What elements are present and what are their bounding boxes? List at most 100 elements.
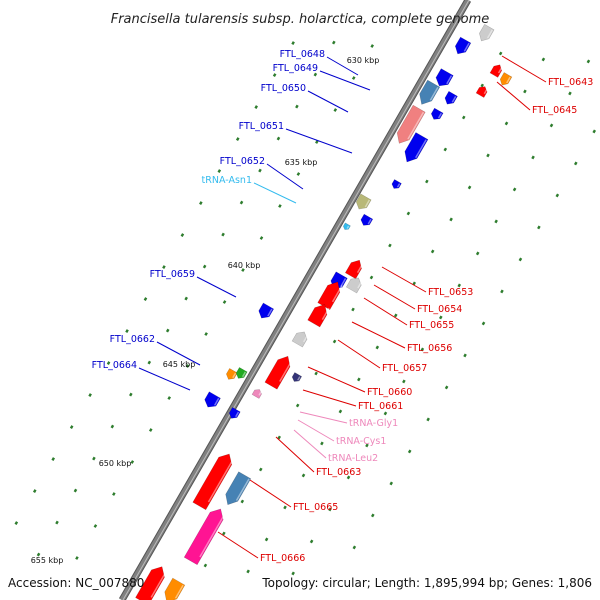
grid-dot [328,507,332,512]
feature-ftl_0650-shape [396,104,426,144]
grid-dot [203,563,208,568]
grid-dot [258,168,262,173]
feature-ftl_0644-shape [499,72,513,86]
feature-ftl_0652-shape [355,193,372,210]
grid-dot [143,297,148,301]
grid-dot [592,129,597,134]
grid-dot [518,257,523,262]
accession-text: Accession: NC_007880 [8,576,144,590]
leader-plus-6 [196,276,237,298]
leader-minus-11 [293,429,327,459]
feature-small-b-shape [391,179,402,189]
grid-dot [494,219,498,224]
feature-ftl_0662a-shape [226,368,238,380]
feature-ftl_0649-sheen [429,86,439,101]
feature-ftl_0655-sheen [331,285,343,303]
grid-dot [291,41,295,45]
grid-dot [272,73,277,77]
grid-dot [199,201,203,205]
feature-ftl_0643 [489,64,503,78]
grid-dot [481,321,486,326]
feature-ftl_0646 [479,23,495,42]
feature-ftl_0655b-shape [307,304,328,328]
feature-ftl_0662b-shape [235,367,248,379]
leader-plus-3 [285,128,353,154]
feature-ftl_0647-sheen [463,42,470,52]
feature-ftl_0655b-sheen [321,307,330,320]
feature-trna-asn1-sheen [346,225,350,229]
label-plus-1: FTL_0649 [273,63,318,74]
grid-dot [531,155,535,160]
grid-dot [239,200,244,205]
grid-dot [313,72,318,77]
feature-ftl_0653 [344,259,364,280]
grid-dot [351,76,356,80]
grid-dot [259,236,264,240]
grid-dot [55,520,59,525]
feature-ftl_0648-sheen [446,75,453,85]
feature-ftl_0649b [430,107,444,120]
grid-dot [125,329,129,333]
grid-dot [240,499,245,504]
grid-dot [461,115,466,120]
feature-small-a-shape [444,90,458,105]
leader-minus-4 [363,297,408,326]
grid-dot [276,136,281,141]
grid-dot [241,268,245,272]
feature-ftl_0663 [192,453,235,511]
grid-dot [463,353,467,358]
feature-ftl_0644-sheen [506,76,511,84]
feature-ftl_0662a-sheen [232,372,237,379]
label-plus-8: FTL_0664 [92,360,137,371]
grid-dot [222,300,227,304]
grid-dot [167,396,171,400]
feature-ftl_0662b-sheen [241,371,247,378]
feature-ftl_0660-sheen [297,376,301,381]
grid-dot [430,249,435,254]
leader-minus-5 [351,321,406,349]
grid-dot [467,185,472,190]
grid-dot [444,385,449,390]
feature-ftl_0646-sheen [486,29,493,39]
label-plus-5: tRNA-Asn1 [202,175,252,186]
grid-dot [457,283,462,288]
grid-dot [110,424,115,429]
grid-dot [449,217,453,222]
leader-minus-7 [307,366,366,393]
feature-ftl_0649b-shape [430,107,444,120]
feature-ftl_0659 [258,302,275,319]
label-leader-lines [138,55,547,559]
grid-dot [500,289,504,294]
grid-dot [204,332,208,336]
feature-ftl_0652 [355,193,372,210]
grid-dot [222,531,226,536]
leader-minus-9 [299,411,348,424]
grid-dot [295,403,300,408]
grid-dot [504,121,509,126]
leader-minus-12 [275,436,315,473]
grid-dot [51,457,55,461]
scale-label-2: 640 kbp [228,261,261,270]
grid-dot [106,361,111,365]
label-minus-14: FTL_0666 [260,553,305,564]
feature-ftl_0650 [396,104,426,144]
feature-small-a [444,90,458,105]
grid-dot [69,425,74,429]
feature-ftl_0660-shape [291,372,303,382]
leader-minus-2 [381,266,427,293]
label-plus-3: FTL_0651 [239,121,284,132]
grid-dot [75,556,79,560]
feature-ftl_0655 [317,281,343,310]
grid-dot [475,251,480,256]
scale-ticks: 630 kbp 635 kbp 640 kbp 645 kbp 650 kbp 655 k… [31,56,380,565]
gene-features [135,23,513,600]
leader-minus-0 [501,55,547,83]
feature-ftl_0665 [225,471,252,506]
grid-dot [369,275,374,280]
grid-dot [346,475,351,480]
feature-ftl_0649-shape [419,79,441,105]
grid-dot [301,473,306,478]
leader-minus-6 [337,339,381,369]
feature-ftl_0654-sheen [340,278,347,287]
grid-dot [112,492,116,496]
